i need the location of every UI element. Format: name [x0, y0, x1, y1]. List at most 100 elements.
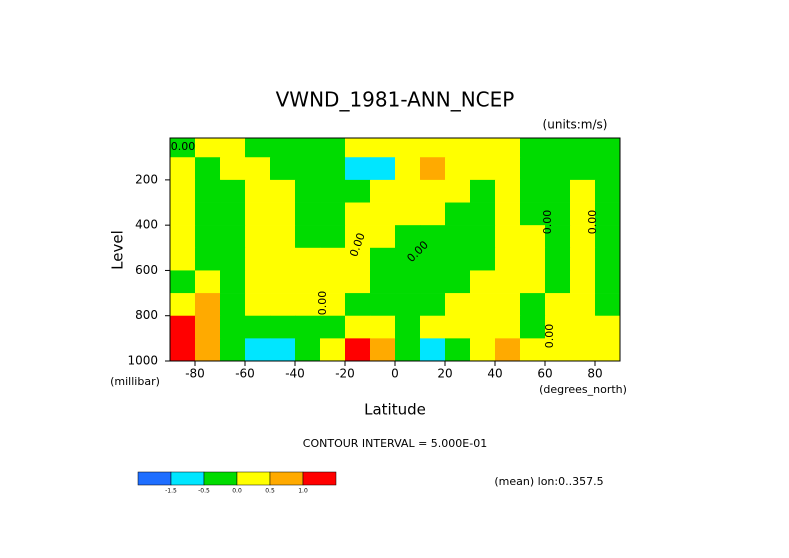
colorbar-label: 1.0: [298, 488, 308, 495]
contour-cell: [270, 270, 296, 294]
contour-cell: [420, 315, 446, 339]
contour-cell: [245, 270, 271, 294]
contour-cell: [320, 247, 346, 271]
contour-cell: [345, 157, 371, 181]
contour-cell: [345, 293, 371, 317]
contour-cell: [270, 338, 296, 362]
colorbar-label: -0.5: [198, 488, 210, 495]
x-tick-label: -20: [335, 367, 355, 381]
contour-cell: [545, 202, 571, 226]
contour-cell: [345, 202, 371, 226]
contour-cell: [445, 315, 471, 339]
contour-cell: [245, 338, 271, 362]
contour-cell: [520, 315, 546, 339]
contour-cell: [545, 157, 571, 181]
contour-cell: [420, 157, 446, 181]
contour-cell: [320, 179, 346, 203]
contour-cell: [495, 270, 521, 294]
contour-cell: [420, 138, 446, 158]
colorbar-swatch: [203, 471, 238, 486]
contour-cell: [270, 202, 296, 226]
contour-cell: [270, 247, 296, 271]
contour-cell: [245, 315, 271, 339]
contour-cell: [570, 293, 596, 317]
contour-cell: [270, 225, 296, 249]
contour-cell: [520, 293, 546, 317]
y-axis-title: Level: [109, 230, 127, 270]
contour-cell: [270, 138, 296, 158]
contour-cell: [495, 247, 521, 271]
contour-cell: [320, 202, 346, 226]
contour-cell: [220, 315, 246, 339]
chart-title: VWND_1981-ANN_NCEP: [276, 88, 515, 112]
contour-cell: [245, 247, 271, 271]
contour-cell: [495, 179, 521, 203]
contour-cell: [245, 225, 271, 249]
contour-cell: [345, 270, 371, 294]
contour-cell: [170, 315, 196, 339]
contour-cell: [495, 293, 521, 317]
contour-cell: [470, 225, 496, 249]
contour-cell: [595, 247, 621, 271]
contour-cell: [495, 202, 521, 226]
contour-cell: [295, 157, 321, 181]
contour-cell: [395, 270, 421, 294]
contour-cell: [270, 179, 296, 203]
contour-cell: [245, 157, 271, 181]
contour-cell: [545, 138, 571, 158]
contour-cell: [395, 179, 421, 203]
contour-cell: [470, 157, 496, 181]
contour-cell: [470, 202, 496, 226]
contour-cell: [495, 138, 521, 158]
contour-cell: [570, 247, 596, 271]
x-tick-label: 40: [487, 367, 502, 381]
contour-cell: [245, 138, 271, 158]
contour-cell: [395, 315, 421, 339]
contour-cell: [595, 293, 621, 317]
contour-cell: [295, 293, 321, 317]
x-tick-label: -80: [185, 367, 205, 381]
contour-cell: [320, 138, 346, 158]
contour-cell: [570, 338, 596, 362]
contour-cell: [220, 157, 246, 181]
contour-cell: [195, 138, 221, 158]
y-tick-label: 600: [135, 263, 158, 277]
contour-cell: [570, 315, 596, 339]
contour-cell: [370, 202, 396, 226]
contour-cell: [195, 202, 221, 226]
contour-cell: [570, 202, 596, 226]
contour-cell: [345, 338, 371, 362]
contour-cell: [545, 247, 571, 271]
colorbar-swatch: [236, 471, 271, 486]
y-unit: (millibar): [110, 375, 160, 388]
contour-cell: [195, 315, 221, 339]
x-axis-title: Latitude: [364, 401, 426, 419]
y-tick-label: 800: [135, 308, 158, 322]
contour-cell: [570, 225, 596, 249]
contour-cell: [320, 225, 346, 249]
contour-cell: [420, 338, 446, 362]
contour-cell: [245, 179, 271, 203]
contour-cell: [295, 270, 321, 294]
x-tick-label: 60: [537, 367, 552, 381]
contour-label: 0.00: [586, 210, 599, 235]
contour-cell: [470, 247, 496, 271]
contour-cell: [245, 293, 271, 317]
contour-cell: [170, 138, 196, 158]
contour-cell: [445, 202, 471, 226]
contour-cell: [520, 270, 546, 294]
colorbar-swatch: [269, 471, 304, 486]
contour-cell: [195, 179, 221, 203]
contour-cell: [195, 247, 221, 271]
contour-cell: [595, 315, 621, 339]
contour-cell: [520, 247, 546, 271]
contour-cell: [420, 270, 446, 294]
contour-cell: [520, 202, 546, 226]
contour-cell: [220, 270, 246, 294]
contour-cell: [395, 202, 421, 226]
y-tick-label: 400: [135, 218, 158, 232]
contour-cell: [170, 293, 196, 317]
colorbar-label: -1.5: [165, 488, 177, 495]
